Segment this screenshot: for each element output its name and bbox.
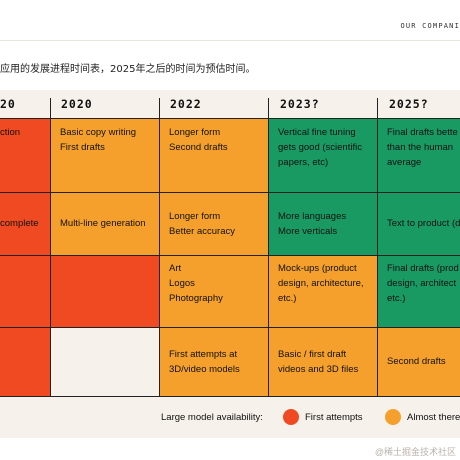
legend-item-almost-there: Almost there bbox=[407, 412, 460, 423]
column-header-2022: 2022 bbox=[170, 97, 202, 111]
legend-swatch-almost-there bbox=[385, 409, 401, 425]
timeline-cell: Mock-ups (product design, architecture, et… bbox=[268, 255, 377, 327]
cell-text-line: Final drafts bette bbox=[387, 127, 458, 138]
companion-nav-link[interactable]: OUR COMPANI bbox=[400, 22, 460, 30]
timeline-cell: Longer form Second drafts bbox=[159, 119, 268, 192]
cell-text-line: ction bbox=[0, 127, 21, 138]
column-divider bbox=[50, 98, 51, 396]
column-header-2023: 2023? bbox=[280, 97, 320, 111]
column-divider bbox=[268, 98, 269, 396]
cell-text-line: design, architect bbox=[387, 278, 457, 289]
timeline-cell: Basic / first draft videos and 3D files bbox=[268, 327, 377, 396]
cell-text-line: Longer form bbox=[169, 210, 221, 222]
legend-item-first-attempts: First attempts bbox=[305, 412, 363, 423]
cell-text-line: Second drafts bbox=[169, 142, 228, 153]
watermark: @稀土掘金技术社区 bbox=[374, 447, 456, 457]
cell-text-line: Better accuracy bbox=[169, 225, 235, 237]
cell-text-line: 3D/video models bbox=[169, 363, 240, 375]
timeline-cell bbox=[0, 327, 50, 396]
cell-text-line: videos and 3D files bbox=[278, 363, 359, 375]
cell-text-line: Photography bbox=[169, 293, 223, 304]
row-divider bbox=[0, 327, 460, 328]
cell-text-line: etc.) bbox=[387, 293, 406, 304]
timeline-cell: complete bbox=[0, 192, 50, 255]
column-divider bbox=[377, 98, 378, 396]
timeline-cell bbox=[50, 327, 159, 396]
timeline-cell: Text to product (d bbox=[377, 192, 460, 255]
timeline-cell: ction bbox=[0, 119, 50, 192]
cell-text-line: complete bbox=[0, 218, 39, 229]
timeline-cell: Second drafts bbox=[377, 327, 460, 396]
header-divider bbox=[0, 118, 460, 119]
timeline-cell: Vertical fine tuning gets good (scientifi… bbox=[268, 119, 377, 192]
legend-swatch-first-attempts bbox=[283, 409, 299, 425]
cell-text-line: Art bbox=[169, 263, 182, 274]
cell-text-line: Longer form bbox=[169, 127, 221, 138]
cell-text-line: Text to product (d bbox=[387, 218, 460, 229]
timeline-cell bbox=[0, 255, 50, 327]
timeline-cell bbox=[50, 255, 159, 327]
row-divider bbox=[0, 192, 460, 193]
column-divider bbox=[159, 98, 160, 396]
cell-text-line: Logos bbox=[169, 278, 195, 289]
cell-text-line: First drafts bbox=[60, 142, 105, 153]
cell-text-line: Mock-ups (product bbox=[278, 263, 357, 274]
cell-text-line: gets good (scientific bbox=[278, 142, 362, 153]
cell-text-line: Final drafts (prod bbox=[387, 263, 459, 274]
legend-label: Large model availability: bbox=[161, 412, 263, 423]
cell-text-line: Vertical fine tuning bbox=[278, 127, 356, 138]
timeline-cell: Longer form Better accuracy bbox=[159, 192, 268, 255]
cell-text-line: Basic copy writing bbox=[60, 127, 137, 138]
cell-text-line: design, architecture, bbox=[278, 278, 364, 289]
column-header-0: 20 bbox=[0, 97, 16, 111]
cell-text-line: More languages bbox=[278, 210, 347, 222]
cell-text-line: than the human bbox=[387, 142, 454, 153]
cell-text-line: Second drafts bbox=[387, 356, 446, 367]
cell-text-line: papers, etc) bbox=[278, 157, 329, 168]
column-header-2025: 2025? bbox=[389, 97, 429, 111]
timeline-cell: Final drafts bette than the human average bbox=[377, 119, 460, 192]
timeline-cell: Basic copy writing First drafts bbox=[50, 119, 159, 192]
timeline-cell: More languages More verticals bbox=[268, 192, 377, 255]
cell-text-line: More verticals bbox=[278, 225, 338, 237]
row-divider bbox=[0, 255, 460, 256]
timeline-cell: Art Logos Photography bbox=[159, 255, 268, 327]
row-divider bbox=[0, 396, 460, 397]
timeline-cell: First attempts at 3D/video models bbox=[159, 327, 268, 396]
timeline-cell: Multi-line generation bbox=[50, 192, 159, 255]
cell-text-line: Multi-line generation bbox=[60, 218, 146, 229]
timeline-cell: Final drafts (prod design, architect etc.) bbox=[377, 255, 460, 327]
cell-text-line: First attempts at bbox=[169, 348, 238, 360]
column-header-2020: 2020 bbox=[61, 97, 93, 111]
cell-text-line: etc.) bbox=[278, 293, 297, 304]
cell-text-line: average bbox=[387, 157, 422, 168]
figure-caption: 应用的发展进程时间表，2025年之后的时间为预估时间。 bbox=[0, 64, 256, 75]
cell-text-line: Basic / first draft bbox=[278, 348, 347, 360]
top-divider bbox=[0, 40, 460, 41]
